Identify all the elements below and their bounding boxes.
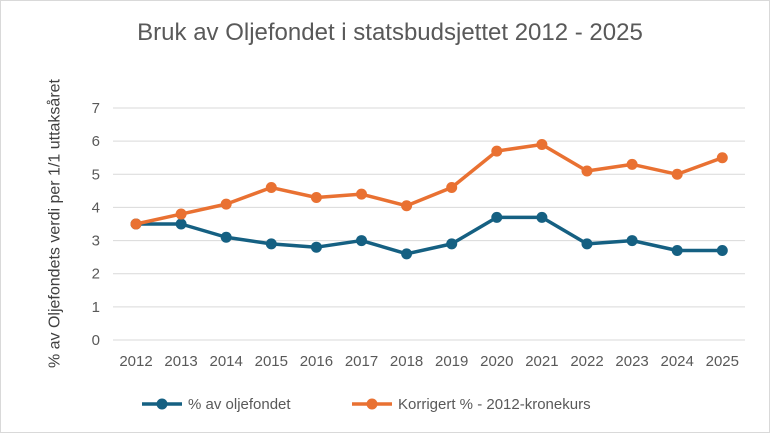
data-point <box>265 182 277 194</box>
series-line-1 <box>135 142 723 226</box>
data-point <box>310 191 322 203</box>
data-point <box>581 165 593 177</box>
data-point <box>446 182 458 194</box>
data-point <box>491 145 503 157</box>
data-point <box>626 158 638 170</box>
y-tick-label: 0 <box>92 332 100 349</box>
x-tick-label: 2022 <box>570 353 603 370</box>
data-point <box>310 241 322 253</box>
x-tick-label: 2012 <box>119 353 152 370</box>
legend-label: Korrigert % - 2012-kronekurs <box>398 396 591 413</box>
data-point <box>130 218 142 230</box>
y-tick-label: 5 <box>92 166 100 183</box>
data-point <box>626 235 638 247</box>
data-point <box>716 152 728 164</box>
data-point <box>220 231 232 243</box>
y-tick-label: 7 <box>92 100 100 117</box>
x-tick-label: 2021 <box>525 353 558 370</box>
y-tick-label: 2 <box>92 266 100 283</box>
x-tick-label: 2019 <box>435 353 468 370</box>
x-tick-label: 2017 <box>345 353 378 370</box>
data-point <box>175 218 187 230</box>
x-tick-label: 2014 <box>210 353 243 370</box>
legend-marker <box>366 398 378 410</box>
data-point <box>671 245 683 257</box>
y-tick-label: 1 <box>92 299 100 316</box>
data-point <box>401 248 413 260</box>
x-tick-label: 2013 <box>164 353 197 370</box>
data-point <box>716 245 728 257</box>
x-tick-label: 2018 <box>390 353 423 370</box>
data-point <box>356 235 367 247</box>
data-point <box>536 211 548 223</box>
data-point <box>671 168 683 180</box>
x-tick-label: 2020 <box>480 353 513 370</box>
y-tick-label: 6 <box>92 133 100 150</box>
x-tick-label: 2024 <box>661 353 694 370</box>
y-tick-label: 4 <box>92 199 100 216</box>
x-tick-label: 2016 <box>300 353 333 370</box>
data-point <box>220 198 232 210</box>
data-point <box>175 208 187 220</box>
x-tick-label: 2025 <box>706 353 739 370</box>
data-point <box>491 211 503 223</box>
legend-label: % av oljefondet <box>188 396 291 413</box>
legend-marker <box>156 398 168 410</box>
x-tick-label: 2015 <box>255 353 288 370</box>
data-point <box>356 188 367 200</box>
y-tick-label: 3 <box>92 233 100 250</box>
data-point <box>401 200 413 212</box>
chart-title: Bruk av Oljefondet i statsbudsjettet 201… <box>137 19 643 46</box>
x-tick-label: 2023 <box>615 353 648 370</box>
data-point <box>581 238 593 250</box>
data-point <box>265 238 277 250</box>
series-line-0 <box>136 215 723 256</box>
data-point <box>446 238 458 250</box>
data-point <box>536 138 548 150</box>
